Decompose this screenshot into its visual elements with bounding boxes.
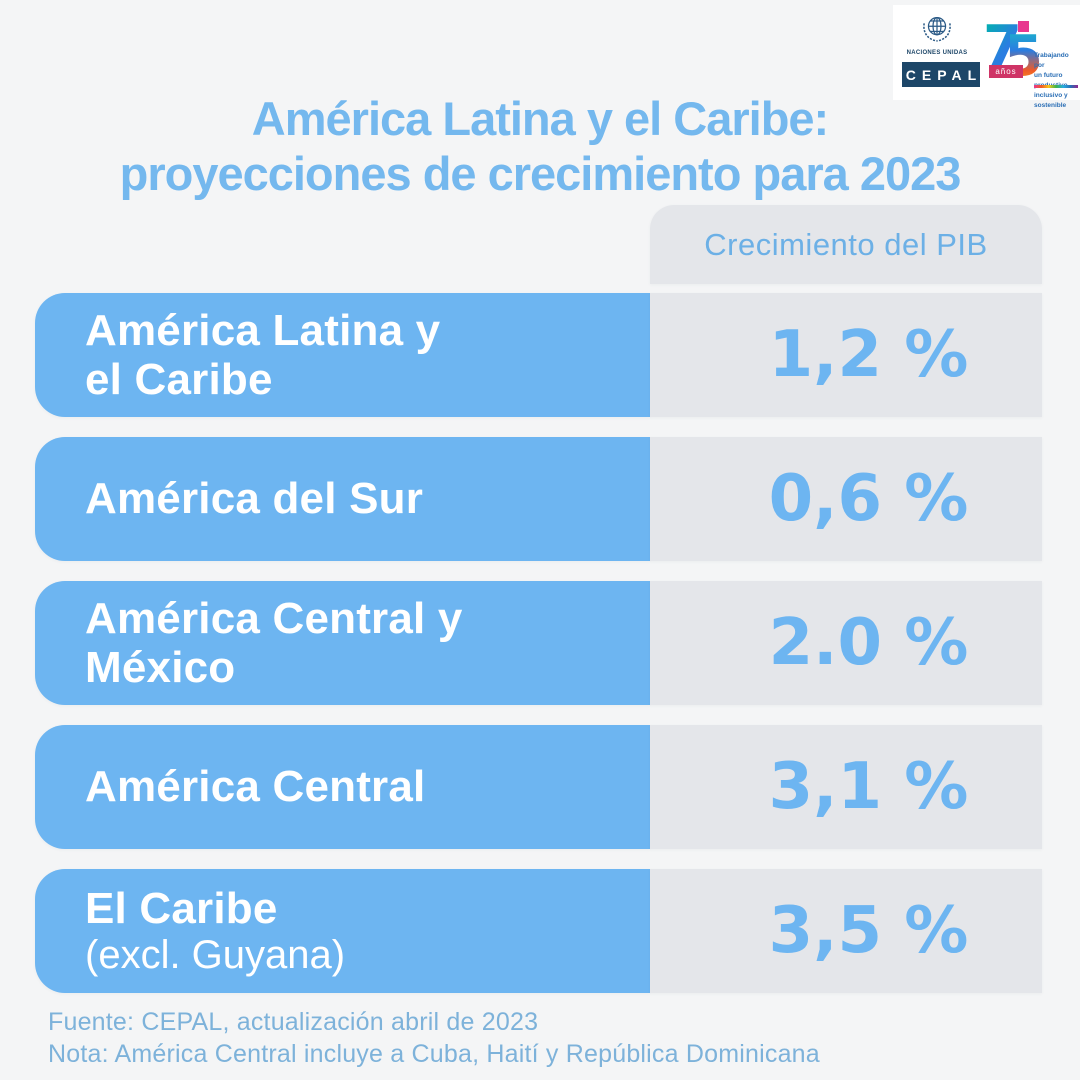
value-cell: 3,1 %	[650, 725, 1042, 849]
table-row: América Central y México 2.0 %	[0, 581, 1080, 705]
un-label: NACIONES UNIDAS	[906, 50, 968, 56]
region-pill-el-caribe: El Caribe (excl. Guyana)	[35, 869, 650, 993]
anniversary-anos-band: años	[989, 65, 1023, 78]
logo-tagline-line: un futuro productivo,	[1034, 72, 1069, 89]
value-cell: 2.0 %	[650, 581, 1042, 705]
logo-tagline-line: inclusivo y sostenible	[1034, 92, 1068, 110]
region-pill-america-central-mexico: América Central y México	[35, 581, 650, 705]
table-row: El Caribe (excl. Guyana) 3,5 %	[0, 869, 1080, 993]
gdp-value: 1,2 %	[768, 318, 969, 392]
anniversary-accent-square	[1018, 21, 1029, 32]
un-emblem-icon	[923, 17, 951, 42]
page-title: América Latina y el Caribe: proyecciones…	[0, 92, 1080, 201]
table-row: América Central 3,1 %	[0, 725, 1080, 849]
gdp-value: 3,1 %	[768, 750, 969, 824]
value-cell: 1,2 %	[650, 293, 1042, 417]
footer: Fuente: CEPAL, actualización abril de 20…	[48, 1007, 820, 1070]
region-label: América Latina y	[85, 305, 441, 355]
page-title-line2: proyecciones de crecimiento para 2023	[119, 146, 962, 200]
column-header-gdp-growth: Crecimiento del PIB	[650, 205, 1042, 284]
region-pill-america-latina-caribe: América Latina y el Caribe	[35, 293, 650, 417]
value-cell: 0,6 %	[650, 437, 1042, 561]
region-label-note: (excl. Guyana)	[85, 933, 346, 978]
region-pill-america-del-sur: América del Sur	[35, 437, 650, 561]
gdp-value: 3,5 %	[768, 894, 969, 968]
region-label: América Central y	[85, 593, 463, 643]
table-row: América del Sur 0,6 %	[0, 437, 1080, 561]
gdp-value: 2.0 %	[768, 606, 969, 680]
table-row: América Latina y el Caribe 1,2 %	[0, 293, 1080, 417]
region-label: México	[85, 643, 236, 692]
gdp-value: 0,6 %	[768, 462, 969, 536]
region-label: América del Sur	[85, 474, 424, 524]
page-title-line1: América Latina y el Caribe:	[251, 92, 829, 145]
region-pill-america-central: América Central	[35, 725, 650, 849]
region-label: el Caribe	[85, 355, 273, 404]
value-cell: 3,5 %	[650, 869, 1042, 993]
cepal-75-logo: NACIONES UNIDAS CEPAL 7 5 años Trabajand…	[893, 5, 1080, 109]
logo-tagline-line: Trabajando por	[1034, 52, 1069, 70]
source-note: Fuente: CEPAL, actualización abril de 20…	[48, 1008, 539, 1036]
anniversary-75-mark: 7 5 años	[983, 17, 1043, 95]
cepal-wordmark: CEPAL	[902, 62, 980, 87]
column-header-label: Crecimiento del PIB	[704, 226, 988, 262]
logo-rainbow-strip	[1034, 85, 1078, 88]
region-label: El Caribe	[85, 883, 278, 933]
region-label: América Central	[85, 762, 426, 812]
methodology-note: Nota: América Central incluye a Cuba, Ha…	[48, 1039, 820, 1068]
